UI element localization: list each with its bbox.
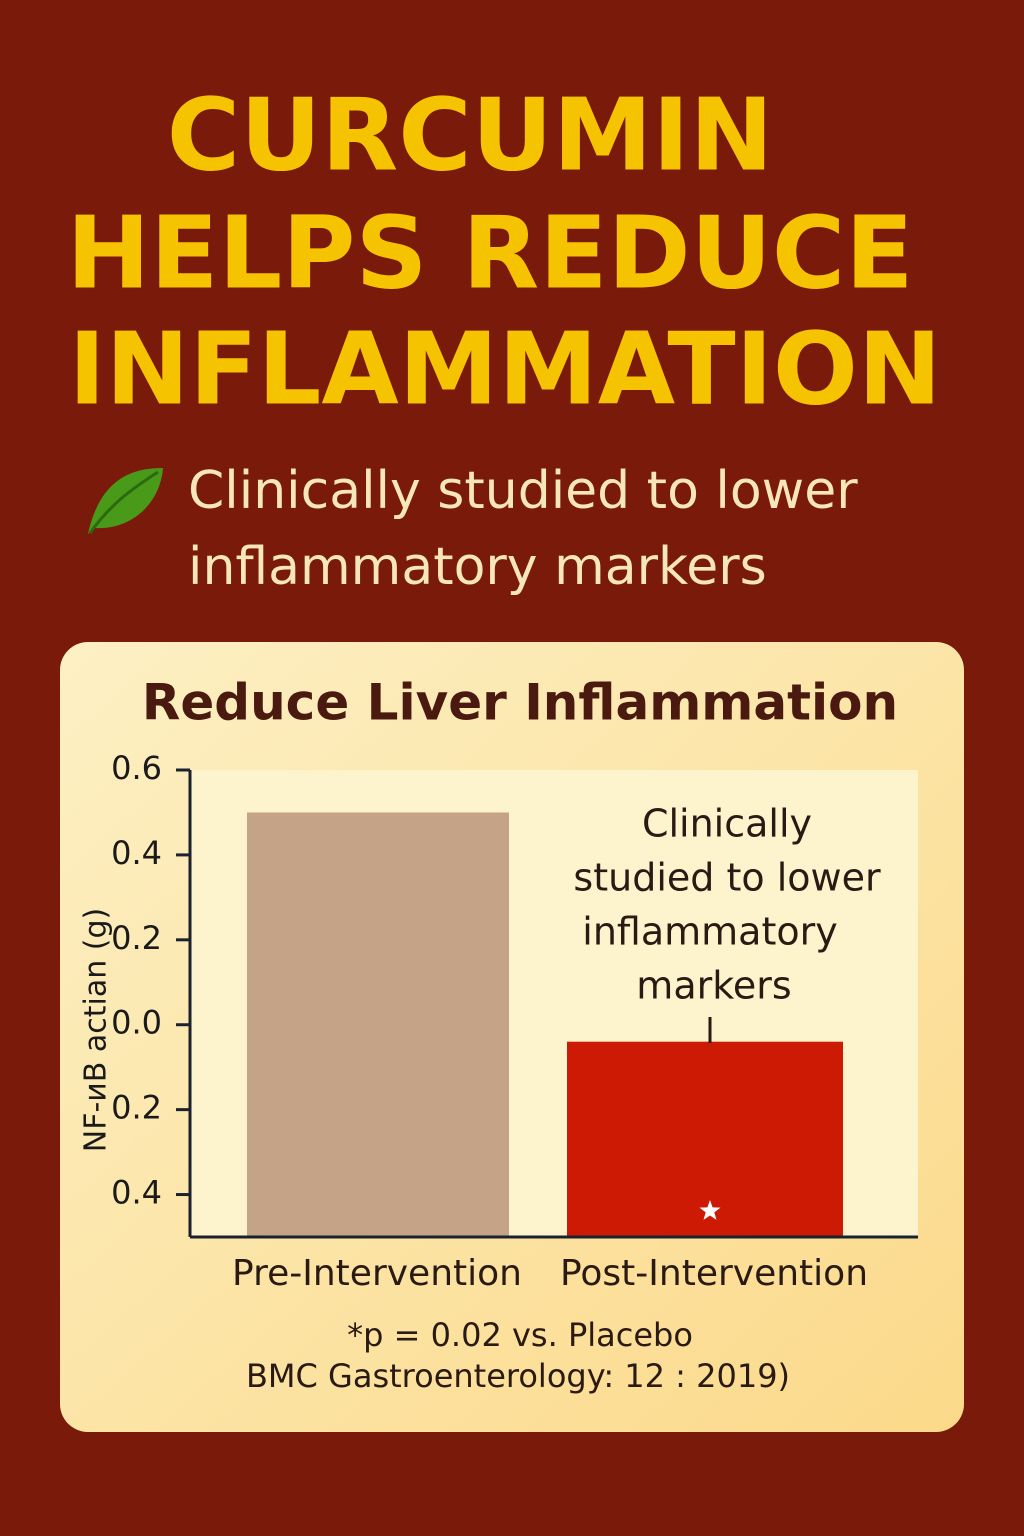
- y-tick-label: 0.0: [111, 1004, 162, 1042]
- x-tick-label: Post-Intervention: [560, 1253, 868, 1294]
- y-tick-label: 0.4: [111, 1174, 162, 1212]
- y-tick-label: 0.6: [111, 749, 162, 787]
- title-line: HELPS REDUCE: [66, 194, 913, 311]
- y-axis-label: NF-иB actian (g): [79, 908, 114, 1153]
- annotation-line: Clinically: [642, 802, 812, 846]
- y-tick-label: 0.2: [111, 919, 162, 957]
- y-tick-label: 0.4: [111, 834, 162, 872]
- subtitle-line: Clinically studied to lower: [188, 461, 858, 521]
- footnote: BMC Gastroenterology: 12 : 2019): [246, 1357, 790, 1395]
- annotation-line: inflammatory: [582, 910, 837, 954]
- y-tick-label: 0.2: [111, 1089, 162, 1127]
- chart-title: Reduce Liver Inflammation: [142, 674, 898, 732]
- title-line: CURCUMIN: [167, 76, 774, 193]
- bar: [247, 812, 509, 1237]
- title-line: INFLAMMATION: [68, 310, 941, 427]
- leaf-icon: [88, 468, 163, 534]
- subtitle-line: inflammatory markers: [188, 537, 767, 597]
- bar: [567, 1041, 843, 1237]
- x-tick-label: Pre-Intervention: [232, 1253, 522, 1294]
- leaf-vein: [88, 470, 159, 534]
- annotation-line: markers: [636, 964, 791, 1008]
- annotation-line: studied to lower: [573, 856, 881, 900]
- significance-star: [699, 1200, 721, 1220]
- footnote: *p = 0.02 vs. Placebo: [347, 1316, 693, 1354]
